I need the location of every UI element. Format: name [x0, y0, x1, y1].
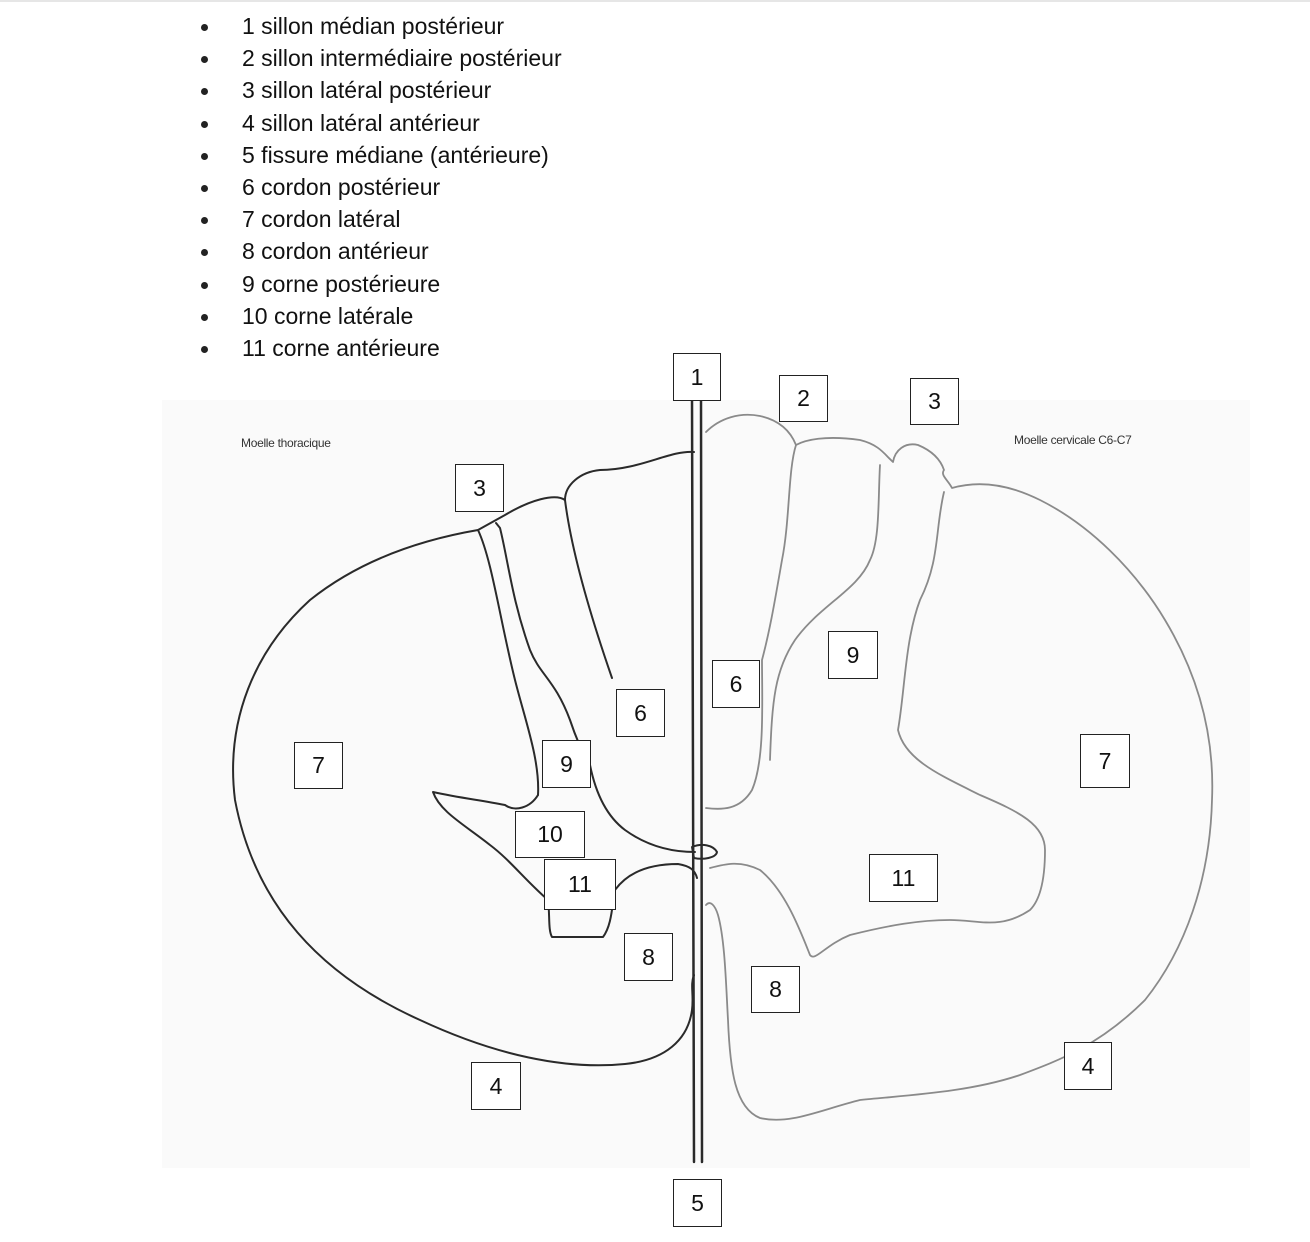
label-box-anterior-horn-right: 11: [869, 854, 938, 902]
legend-item: 6 cordon postérieur: [200, 171, 562, 203]
label-box-posterior-cord-right: 6: [712, 660, 760, 708]
label-box-anterolateral-sulcus-right: 4: [1064, 1042, 1112, 1090]
cervical-outer-outline: [705, 413, 1214, 1121]
thoracic-posterior-column-line: [564, 499, 613, 679]
thoracic-outer-outline: [232, 450, 695, 1067]
label-box-anterior-cord-right: 8: [751, 966, 800, 1013]
legend-item: 8 cordon antérieur: [200, 235, 562, 267]
label-box-anterior-cord-left: 8: [624, 933, 673, 981]
label-box-intermediate-sulcus: 2: [779, 375, 828, 422]
label-box-lateral-cord-right: 7: [1080, 734, 1130, 788]
legend-item: 9 corne postérieure: [200, 268, 562, 300]
thoracic-lateral-horn: [432, 791, 549, 901]
label-box-lateral-horn-left: 10: [515, 811, 585, 858]
legend-item: 2 sillon intermédiaire postérieur: [200, 42, 562, 74]
top-border: [0, 0, 1310, 2]
label-box-median-fissure: 5: [673, 1179, 722, 1227]
label-box-posterior-cord-left: 6: [616, 689, 665, 737]
spinal-cord-figure-background: [162, 400, 1250, 1168]
legend-item: 3 sillon latéral postérieur: [200, 74, 562, 106]
caption-cervical: Moelle cervicale C6-C7: [1014, 433, 1132, 447]
label-box-anterolateral-sulcus-left: 4: [471, 1062, 521, 1110]
label-box-lateral-sulcus-left: 3: [455, 464, 504, 512]
label-box-posterior-horn-right: 9: [828, 631, 878, 679]
legend-list: 1 sillon médian postérieur 2 sillon inte…: [200, 10, 562, 364]
label-box-median-sulcus: 1: [673, 353, 721, 401]
thoracic-lateral-sulcus-line-b: [495, 522, 591, 766]
label-box-lateral-sulcus-right: 3: [910, 378, 959, 425]
caption-thoracic: Moelle thoracique: [241, 436, 331, 450]
median-line-right: [699, 394, 704, 1164]
cervical-posterior-horn: [769, 464, 881, 761]
thoracic-lateral-sulcus-line-a: [477, 529, 540, 796]
legend-item: 1 sillon médian postérieur: [200, 10, 562, 42]
cervical-intermediate-sulcus: [705, 444, 797, 810]
label-box-lateral-cord-left: 7: [294, 742, 343, 789]
legend-item: 4 sillon latéral antérieur: [200, 107, 562, 139]
label-box-posterior-horn-left: 9: [542, 740, 591, 788]
cervical-lateral-sulcus-line: [709, 491, 1046, 958]
median-line-left: [690, 394, 696, 1164]
legend-item: 10 corne latérale: [200, 300, 562, 332]
legend-item: 11 corne antérieure: [200, 332, 562, 364]
legend-item: 7 cordon latéral: [200, 203, 562, 235]
thoracic-gray-posterior-horn: [589, 764, 696, 853]
legend-item: 5 fissure médiane (antérieure): [200, 139, 562, 171]
label-box-anterior-horn-left: 11: [544, 859, 616, 910]
